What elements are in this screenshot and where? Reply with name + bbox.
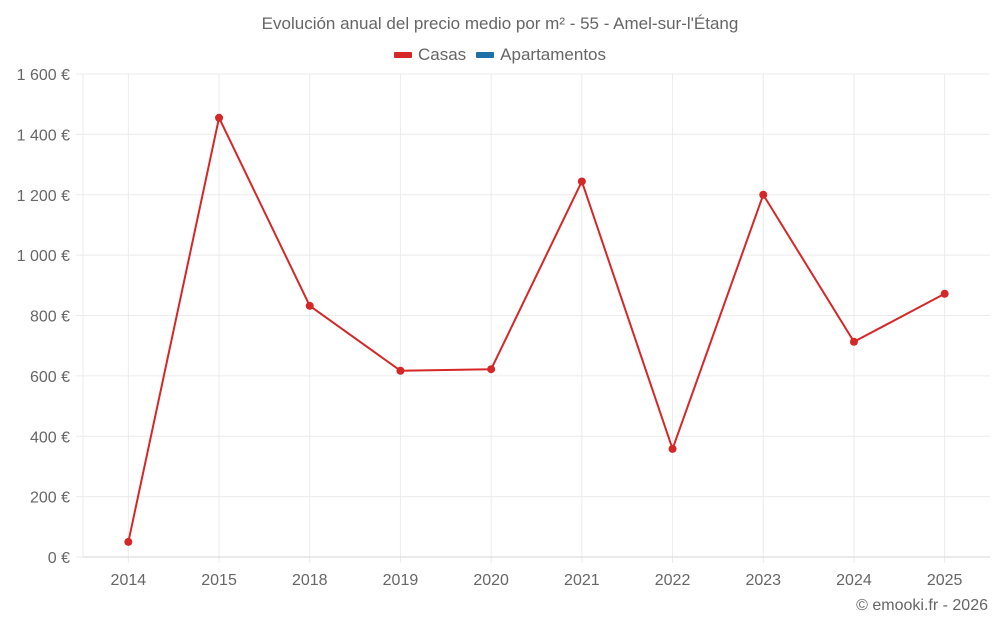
series-line bbox=[127, 116, 946, 543]
y-tick-label: 200 € bbox=[30, 490, 70, 507]
y-tick-label: 0 € bbox=[48, 550, 70, 567]
y-axis: 0 € 200 € 400 € 600 € 800 € 1 000 € 1 200 € 1 4… bbox=[17, 67, 83, 567]
legend-item-apartamentos[interactable]: Apartamentos bbox=[476, 45, 606, 65]
data-point[interactable] bbox=[940, 289, 949, 298]
data-point[interactable] bbox=[668, 444, 677, 453]
credit-text: © emooki.fr - 2026 bbox=[856, 597, 988, 614]
x-tick-label: 2018 bbox=[292, 572, 328, 589]
x-tick-label: 2019 bbox=[383, 572, 419, 589]
x-tick-label: 2021 bbox=[564, 572, 600, 589]
x-tick-label: 2025 bbox=[927, 572, 963, 589]
data-point[interactable] bbox=[396, 366, 405, 375]
data-point[interactable] bbox=[124, 537, 133, 546]
x-tick-label: 2014 bbox=[111, 572, 147, 589]
legend-item-casas[interactable]: Casas bbox=[393, 45, 467, 65]
data-point[interactable] bbox=[577, 177, 586, 186]
x-tick-label: 2023 bbox=[745, 572, 781, 589]
series-casas bbox=[124, 113, 949, 546]
chart-title: Evolución anual del precio medio por m² … bbox=[261, 14, 739, 33]
y-tick-label: 1 200 € bbox=[17, 188, 70, 205]
data-point[interactable] bbox=[305, 301, 314, 310]
legend-label-apartamentos: Apartamentos bbox=[500, 45, 607, 64]
data-point[interactable] bbox=[759, 190, 768, 199]
data-point[interactable] bbox=[849, 337, 858, 346]
x-tick-label: 2024 bbox=[836, 572, 872, 589]
y-tick-label: 600 € bbox=[30, 369, 70, 386]
y-tick-label: 1 400 € bbox=[17, 127, 70, 144]
y-tick-label: 800 € bbox=[30, 309, 70, 326]
chart-legend: Casas Apartamentos bbox=[0, 45, 1000, 65]
gridlines bbox=[82, 73, 990, 563]
data-point[interactable] bbox=[487, 365, 496, 374]
y-tick-label: 1 000 € bbox=[17, 248, 70, 265]
x-tick-label: 2022 bbox=[655, 572, 691, 589]
x-tick-label: 2015 bbox=[201, 572, 237, 589]
legend-swatch-casas bbox=[393, 52, 412, 58]
y-tick-label: 400 € bbox=[30, 429, 70, 446]
legend-label-casas: Casas bbox=[417, 45, 467, 64]
legend-swatch-apartamentos bbox=[476, 52, 495, 58]
data-point[interactable] bbox=[215, 113, 224, 122]
y-tick-label: 1 600 € bbox=[17, 67, 70, 84]
x-tick-label: 2020 bbox=[473, 572, 509, 589]
x-axis: 2014 2015 2018 2019 2020 2021 2022 2023 2024 2025 bbox=[83, 556, 990, 589]
